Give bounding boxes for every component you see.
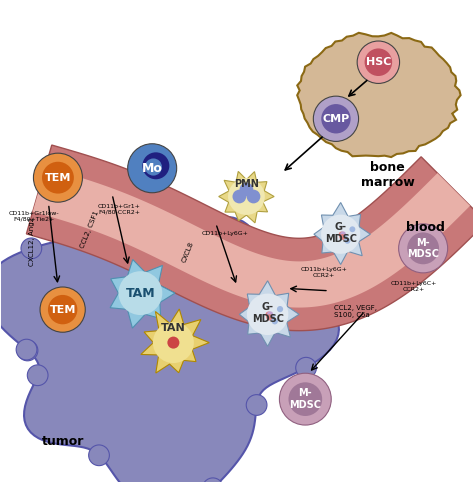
Circle shape <box>321 215 360 254</box>
Circle shape <box>294 283 315 304</box>
Circle shape <box>34 153 82 202</box>
Text: blood: blood <box>406 220 445 234</box>
Circle shape <box>349 226 356 232</box>
Polygon shape <box>0 217 339 492</box>
Circle shape <box>117 233 137 253</box>
Text: TEM: TEM <box>49 305 76 314</box>
Circle shape <box>313 96 358 141</box>
Circle shape <box>89 445 109 465</box>
Text: CCL2, CSF1: CCL2, CSF1 <box>80 210 100 249</box>
Text: CXCL8: CXCL8 <box>181 240 194 263</box>
Circle shape <box>232 189 246 203</box>
Circle shape <box>357 41 400 84</box>
Circle shape <box>180 216 201 237</box>
Text: CD11b+Gr1low-
F4/80+Tie2+: CD11b+Gr1low- F4/80+Tie2+ <box>9 211 60 221</box>
Text: CD11b+Ly6C+
CCR2+: CD11b+Ly6C+ CCR2+ <box>391 281 437 292</box>
Text: CXCL12, Ang2: CXCL12, Ang2 <box>29 217 35 266</box>
Text: bone
marrow: bone marrow <box>361 161 415 189</box>
Circle shape <box>266 314 273 320</box>
Polygon shape <box>27 145 474 331</box>
Circle shape <box>365 48 392 76</box>
Circle shape <box>239 183 253 196</box>
Text: TEM: TEM <box>45 173 71 183</box>
Text: HSC: HSC <box>365 57 391 67</box>
Text: CD11b+Ly6G+
CCR2+: CD11b+Ly6G+ CCR2+ <box>301 267 347 278</box>
Circle shape <box>339 234 345 240</box>
Circle shape <box>340 231 346 237</box>
Text: TAN: TAN <box>161 323 186 333</box>
Text: tumor: tumor <box>41 435 84 448</box>
Text: CD11b+Ly6G+: CD11b+Ly6G+ <box>202 231 249 236</box>
Circle shape <box>246 395 267 415</box>
Circle shape <box>283 277 304 298</box>
Circle shape <box>246 189 260 203</box>
Text: M-
MDSC: M- MDSC <box>289 388 321 410</box>
Circle shape <box>228 178 265 215</box>
Circle shape <box>267 311 273 317</box>
Circle shape <box>265 311 272 318</box>
Circle shape <box>321 104 351 133</box>
Circle shape <box>118 271 162 315</box>
Circle shape <box>399 224 447 273</box>
Circle shape <box>153 322 194 363</box>
Circle shape <box>42 162 74 193</box>
Text: CD11b+Gr1+
F4/80-CCR2+: CD11b+Gr1+ F4/80-CCR2+ <box>98 204 141 215</box>
Polygon shape <box>314 203 370 265</box>
Polygon shape <box>33 167 470 308</box>
Circle shape <box>289 382 322 416</box>
Circle shape <box>279 373 331 425</box>
Polygon shape <box>239 281 299 346</box>
Text: PMN: PMN <box>234 179 259 189</box>
Circle shape <box>17 340 38 361</box>
Circle shape <box>269 314 275 320</box>
Circle shape <box>145 158 162 176</box>
Polygon shape <box>110 259 175 328</box>
Circle shape <box>27 365 48 386</box>
Text: M-
MDSC: M- MDSC <box>407 238 439 259</box>
Polygon shape <box>141 309 209 373</box>
Circle shape <box>247 294 288 335</box>
Circle shape <box>167 337 179 349</box>
Circle shape <box>202 478 223 492</box>
Text: TAM: TAM <box>126 287 155 300</box>
Polygon shape <box>297 33 461 157</box>
Circle shape <box>407 232 439 264</box>
Circle shape <box>288 279 309 300</box>
Circle shape <box>277 306 283 312</box>
Circle shape <box>345 238 350 244</box>
Circle shape <box>21 238 42 259</box>
Text: G-
MDSC: G- MDSC <box>252 302 283 324</box>
Text: G-
MDSC: G- MDSC <box>325 222 356 244</box>
Polygon shape <box>219 171 274 223</box>
Circle shape <box>40 287 85 332</box>
Text: CCL2, VEGF,
S100, C5a: CCL2, VEGF, S100, C5a <box>334 305 377 318</box>
Circle shape <box>128 144 177 193</box>
Circle shape <box>341 234 347 240</box>
Circle shape <box>119 483 139 492</box>
Circle shape <box>296 357 317 378</box>
Circle shape <box>48 295 77 324</box>
Circle shape <box>142 153 169 179</box>
Circle shape <box>16 339 37 360</box>
Text: Mo: Mo <box>142 162 163 175</box>
Text: CMP: CMP <box>322 114 350 124</box>
Circle shape <box>272 318 278 324</box>
Circle shape <box>338 232 345 238</box>
Circle shape <box>133 236 154 257</box>
